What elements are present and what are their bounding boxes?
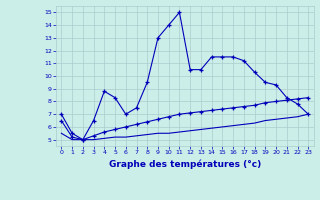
X-axis label: Graphe des températures (°c): Graphe des températures (°c): [109, 159, 261, 169]
